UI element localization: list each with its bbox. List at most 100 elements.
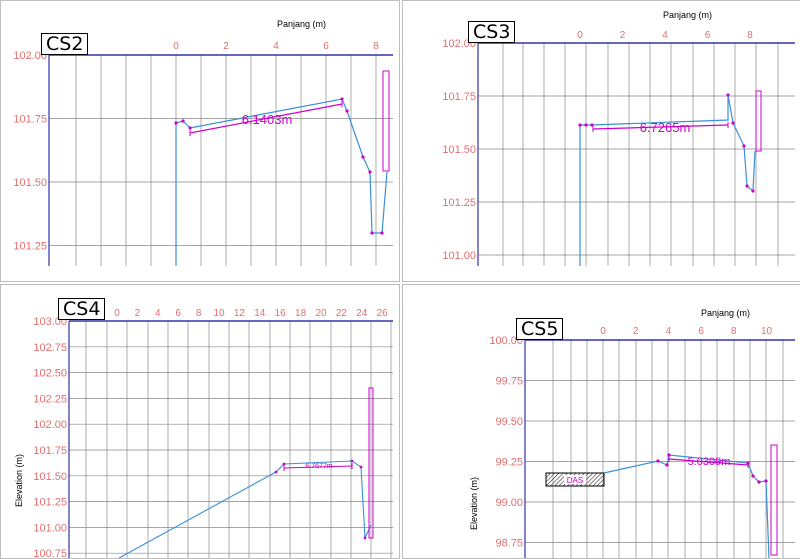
x-tick-label: 26	[377, 308, 389, 319]
survey-point	[757, 480, 761, 484]
y-tick-label: 99.00	[495, 497, 523, 509]
x-tick-label: 20	[315, 308, 327, 319]
panel-cs3: 0 2 4 6 8 102.00 101.75 101.50 101.25 101.00 6.726…	[402, 0, 800, 282]
distance-label: 6.7265m	[640, 120, 691, 135]
survey-point	[359, 465, 363, 469]
y-tick-label: 102.25	[33, 393, 67, 405]
y-tick-label: 102.00	[13, 50, 47, 62]
x-tick-label: 24	[356, 308, 368, 319]
x-tick-label: 0	[114, 308, 120, 319]
y-tick-label: 102.75	[33, 342, 67, 354]
survey-point	[667, 453, 671, 457]
distance-label: 5.0309m	[688, 456, 731, 468]
survey-point	[361, 155, 365, 159]
das-label-bg	[564, 475, 586, 484]
x-tick-label: 4	[155, 308, 161, 319]
cs5-x-axis-title: Panjang (m)	[701, 308, 751, 318]
survey-point	[746, 461, 750, 465]
y-tick-label: 98.75	[495, 538, 523, 550]
cs2-plot: 0 2 4 6 8 102.00 101.75 101.50 101.25 6.1403m	[13, 41, 393, 266]
x-tick-label: 6	[323, 41, 329, 52]
x-tick-label: 8	[731, 326, 737, 337]
survey-point	[764, 479, 768, 483]
survey-point	[665, 463, 669, 467]
y-tick-label: 101.50	[33, 471, 67, 483]
survey-point	[174, 121, 178, 125]
panel-cs5: 0 2 4 6 8 10 100.00 99.75 99.50 99.25 99.00 98.75 DA…	[402, 284, 800, 559]
x-tick-label: 16	[275, 308, 287, 319]
survey-point	[380, 231, 384, 235]
survey-point	[584, 123, 588, 127]
cs2-x-axis-title: Panjang (m)	[277, 19, 327, 29]
x-tick-label: 4	[662, 30, 668, 41]
cs4-plot: 0 2 4 6 8 10 12 14 16 18 20 22 24 26103.00102.75102.5…	[33, 308, 393, 558]
y-tick-label: 101.50	[442, 144, 476, 156]
y-tick-label: 101.25	[442, 197, 476, 209]
y-tick-label: 100.75	[33, 548, 67, 558]
survey-point	[578, 123, 582, 127]
dimension-line	[592, 124, 729, 130]
y-tick-label: 101.25	[33, 497, 67, 509]
das-label: DAS	[567, 476, 583, 485]
y-tick-label: 99.50	[495, 416, 523, 428]
y-tick-label: 101.75	[33, 445, 67, 457]
cs3-plot: 0 2 4 6 8 102.00 101.75 101.50 101.25 101.00 6.726…	[442, 30, 795, 266]
survey-point	[340, 97, 344, 101]
survey-point	[282, 462, 286, 466]
x-tick-label: 10	[213, 308, 225, 319]
cs5-y-axis-title: Elevation (m)	[469, 476, 479, 530]
distance-label: 6.7677m	[305, 463, 332, 470]
x-tick-label: 6	[698, 326, 704, 337]
y-tick-label: 101.50	[13, 177, 47, 189]
survey-point	[751, 474, 755, 478]
cs2-title: CS2	[41, 33, 89, 55]
cs3-title: CS3	[468, 21, 516, 43]
survey-point	[731, 121, 735, 125]
y-tick-label: 99.75	[495, 376, 523, 388]
survey-point	[363, 536, 367, 540]
x-tick-label: 2	[135, 308, 141, 319]
y-tick-label: 102.50	[33, 368, 67, 380]
y-tick-label: 101.00	[442, 250, 476, 262]
y-tick-label: 102.00	[442, 38, 476, 50]
x-tick-label: 10	[761, 326, 773, 337]
x-tick-label: 2	[620, 30, 626, 41]
x-tick-label: 22	[336, 308, 348, 319]
y-tick-label: 102.00	[33, 419, 67, 431]
x-tick-label: 0	[577, 30, 583, 41]
survey-point	[742, 144, 746, 148]
water-level-marker	[382, 70, 390, 172]
cs4-title: CS4	[58, 298, 106, 320]
panel-cs4: 0 2 4 6 8 10 12 14 16 18 20 22 24 26 103.00 102.75 102.5…	[0, 284, 400, 559]
x-tick-label: 6	[175, 308, 181, 319]
x-tick-label: 12	[234, 308, 246, 319]
survey-point	[181, 119, 185, 123]
y-tick-label: 101.00	[33, 522, 67, 534]
survey-point	[751, 189, 755, 193]
y-tick-label: 101.75	[442, 91, 476, 103]
y-tick-label: 101.25	[13, 241, 47, 253]
survey-point	[188, 126, 192, 130]
x-tick-label: 6	[705, 30, 711, 41]
water-level-marker	[368, 387, 374, 539]
panel-cs2: 0 2 4 6 8 102.00 101.75 101.50 101.25 6.1403m CS2…	[0, 0, 400, 282]
survey-point	[590, 123, 594, 127]
survey-point	[274, 470, 278, 474]
water-level-marker	[755, 90, 762, 152]
distance-label: 6.1403m	[242, 112, 293, 127]
cs4-y-axis-title: Elevation (m)	[14, 453, 24, 507]
cs5-title: CS5	[516, 318, 564, 340]
y-tick-label: 99.25	[495, 457, 523, 469]
survey-point	[368, 170, 372, 174]
survey-point	[745, 184, 749, 188]
x-tick-label: 0	[600, 326, 606, 337]
x-tick-label: 4	[273, 41, 279, 52]
x-tick-label: 18	[295, 308, 307, 319]
cs5-plot: 0 2 4 6 8 10 100.00 99.75 99.50 99.25 99.00 98.75 DA…	[489, 326, 795, 558]
dimension-line	[283, 465, 353, 469]
x-tick-label: 2	[223, 41, 229, 52]
y-tick-label: 101.75	[13, 114, 47, 126]
y-tick-label: 100.00	[489, 335, 523, 347]
x-tick-label: 2	[633, 326, 639, 337]
cs3-x-axis-title: Panjang (m)	[663, 10, 713, 20]
